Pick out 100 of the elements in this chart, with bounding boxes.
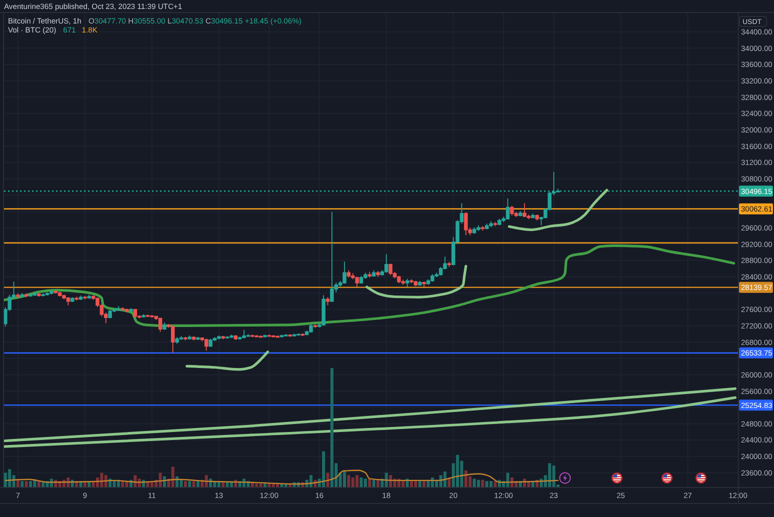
- candlestick: [476, 224, 480, 232]
- candlestick: [313, 324, 318, 328]
- candlestick: [242, 330, 246, 339]
- candlestick: [230, 334, 234, 338]
- bar: [330, 368, 334, 487]
- candlestick: [142, 314, 146, 318]
- candlestick: [146, 314, 150, 318]
- candlestick: [188, 335, 192, 340]
- candlestick: [204, 338, 208, 352]
- bar: [16, 480, 20, 487]
- bar: [490, 481, 493, 487]
- candlestick: [78, 295, 83, 300]
- candlestick: [489, 220, 493, 228]
- candlestick: [405, 278, 410, 288]
- bar: [255, 483, 258, 487]
- bar: [8, 469, 12, 487]
- candlestick: [24, 293, 28, 298]
- candlestick: [54, 290, 58, 294]
- bar: [180, 480, 183, 487]
- candlestick: [518, 210, 522, 217]
- candlestick: [464, 212, 468, 236]
- line-series: [4, 244, 736, 328]
- bar: [158, 472, 162, 487]
- bar: [485, 481, 488, 487]
- bar: [263, 483, 266, 487]
- candlestick: [322, 294, 326, 326]
- bar: [24, 481, 28, 487]
- bar: [472, 478, 476, 487]
- candlestick: [410, 278, 414, 284]
- line-series: [4, 387, 737, 442]
- candlestick: [66, 296, 70, 306]
- candlestick: [288, 334, 292, 338]
- candlestick: [342, 261, 346, 284]
- candlestick: [300, 333, 304, 336]
- bar: [134, 475, 137, 487]
- bar: [364, 478, 367, 487]
- bar: [33, 480, 36, 487]
- candlestick: [20, 292, 24, 298]
- bar: [548, 463, 552, 487]
- candlestick: [221, 335, 225, 340]
- bar: [481, 480, 484, 487]
- bar: [456, 454, 460, 487]
- candlestick: [120, 306, 124, 312]
- bar: [37, 481, 40, 487]
- candlestick: [50, 289, 54, 295]
- candlestick: [83, 295, 87, 300]
- candlestick: [267, 334, 272, 338]
- candlestick: [184, 336, 188, 341]
- bar: [20, 481, 24, 487]
- bar: [29, 481, 32, 487]
- bar: [356, 475, 359, 487]
- bar: [376, 480, 380, 487]
- candlestick: [493, 222, 498, 227]
- bar: [196, 481, 200, 487]
- bar: [464, 470, 468, 487]
- bar: [4, 472, 7, 487]
- bar: [326, 472, 330, 487]
- candlestick: [162, 322, 166, 330]
- bar: [322, 451, 326, 487]
- bar: [384, 472, 388, 487]
- candlestick: [192, 336, 196, 341]
- bar: [368, 478, 372, 487]
- bar: [360, 477, 363, 487]
- candlestick: [498, 218, 502, 226]
- candlestick: [296, 333, 300, 336]
- candlestick: [384, 254, 388, 274]
- bar: [552, 466, 556, 487]
- candlestick: [355, 276, 359, 288]
- bar: [347, 475, 350, 487]
- candlestick: [330, 211, 334, 303]
- bar: [192, 481, 196, 487]
- candlestick: [368, 271, 372, 278]
- bar: [121, 481, 124, 487]
- candlestick: [418, 280, 422, 286]
- candlestick: [309, 323, 313, 334]
- candlestick: [414, 280, 418, 287]
- bar: [443, 472, 446, 487]
- bar: [476, 480, 480, 487]
- bar: [494, 481, 497, 487]
- candlestick: [276, 335, 280, 338]
- candlestick: [397, 275, 401, 284]
- candlestick: [254, 334, 258, 338]
- bar: [422, 481, 426, 487]
- candlestick: [376, 270, 380, 278]
- candlestick: [74, 296, 78, 301]
- candlestick: [37, 292, 41, 298]
- candlestick: [284, 334, 288, 337]
- candlestick: [129, 308, 133, 312]
- candlestick: [484, 223, 489, 230]
- bar: [104, 475, 108, 487]
- candlestick: [522, 202, 526, 218]
- candlestick: [217, 335, 221, 340]
- candlestick: [41, 293, 45, 297]
- candlestick: [196, 336, 200, 340]
- candlestick: [225, 335, 230, 340]
- candlestick: [32, 292, 37, 296]
- candlestick: [87, 294, 91, 300]
- line-series: [4, 396, 737, 448]
- candlestick: [175, 336, 179, 344]
- candlestick: [280, 334, 284, 338]
